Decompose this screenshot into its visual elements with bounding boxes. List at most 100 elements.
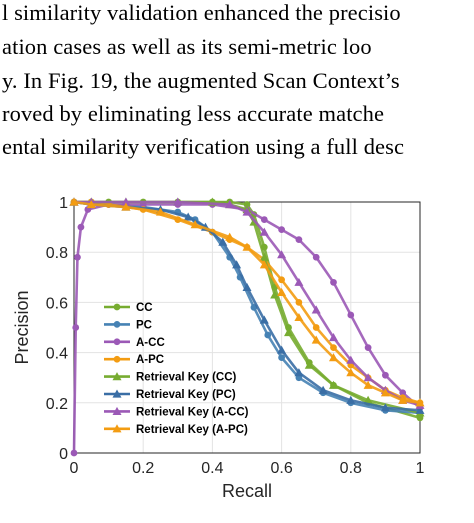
y-tick-label: 0 — [59, 446, 68, 463]
data-point — [330, 278, 337, 286]
data-point — [190, 220, 200, 229]
legend-marker — [113, 321, 121, 328]
series-layer — [69, 197, 425, 457]
data-point — [382, 371, 389, 379]
data-point — [232, 260, 242, 269]
data-point — [259, 227, 269, 236]
legend-label: Retrieval Key (A-PC) — [136, 424, 248, 436]
data-point — [284, 328, 294, 337]
series-line — [74, 200, 421, 407]
data-point — [278, 276, 285, 284]
data-point — [295, 299, 303, 306]
data-point — [225, 232, 235, 241]
data-point — [304, 360, 314, 369]
y-tick-label: 0.6 — [46, 295, 68, 312]
data-point — [399, 389, 407, 397]
legend-marker — [112, 372, 122, 381]
data-point — [156, 207, 165, 216]
data-point — [277, 345, 287, 354]
data-point — [380, 403, 390, 412]
x-tick-label: 0.2 — [132, 460, 154, 477]
legend-item-retrieval-key-pc: Retrieval Key (PC) — [104, 389, 236, 401]
legend-marker — [112, 406, 122, 415]
y-axis-label: Precision — [12, 290, 32, 364]
x-tick-label: 0.4 — [201, 460, 223, 477]
data-point — [259, 260, 269, 269]
x-tick-label: 0 — [70, 460, 79, 477]
legend-item-pc: PC — [104, 319, 152, 331]
data-point — [242, 242, 252, 251]
x-tick-label: 0.6 — [270, 460, 292, 477]
data-point — [86, 200, 96, 209]
data-point — [329, 333, 338, 342]
data-point — [277, 287, 287, 296]
data-point — [312, 253, 320, 261]
data-point — [242, 282, 252, 291]
data-point — [346, 395, 356, 404]
data-point — [363, 373, 373, 382]
legend-item-retrieval-key-cc: Retrieval Key (CC) — [104, 372, 237, 384]
data-point — [270, 290, 280, 299]
data-point — [259, 252, 269, 261]
data-point — [278, 226, 285, 233]
legend-marker — [113, 338, 121, 346]
legend-label: PC — [136, 319, 152, 331]
data-point — [72, 324, 80, 331]
data-point — [242, 207, 252, 216]
tick-labels: 00 0.2 0.2 0.4 0.4 0.6 0.6 0.8 0.8 1 1 — [46, 195, 425, 477]
legend-item-a-cc: A-CC — [104, 337, 165, 349]
data-point — [277, 250, 287, 259]
data-point — [77, 223, 85, 231]
data-point — [415, 405, 425, 414]
legend-label: Retrieval Key (PC) — [136, 389, 236, 401]
series-retrieval-key-a-pc — [69, 197, 425, 407]
y-tick-label: 0.4 — [46, 346, 68, 363]
data-point — [278, 354, 285, 361]
legend-item-cc: CC — [104, 302, 153, 314]
x-tick-label: 0.8 — [340, 460, 362, 477]
legend-label: Retrieval Key (CC) — [136, 372, 237, 384]
data-point — [330, 344, 337, 351]
legend-marker — [112, 424, 122, 433]
data-point — [260, 216, 268, 223]
data-point — [364, 344, 372, 351]
y-tick-label: 1 — [59, 195, 68, 212]
data-point — [121, 197, 131, 206]
data-point — [259, 315, 269, 324]
data-point — [294, 368, 304, 377]
legend-label: A-CC — [136, 337, 165, 349]
data-point — [380, 388, 390, 397]
legend-item-retrieval-key-a-pc: Retrieval Key (A-PC) — [104, 424, 248, 436]
x-axis-label: Recall — [222, 481, 272, 501]
data-point — [183, 212, 193, 221]
y-tick-label: 0.2 — [46, 396, 68, 413]
data-point — [318, 385, 328, 394]
data-point — [346, 355, 356, 364]
data-point — [74, 253, 81, 261]
data-point — [347, 311, 355, 319]
data-point — [218, 237, 228, 246]
legend-label: A-PC — [136, 354, 164, 366]
legend-marker — [113, 303, 121, 311]
legend-label: CC — [136, 302, 153, 314]
data-point — [294, 277, 304, 286]
paragraph-line-2: ation cases as well as its semi-metric l… — [2, 34, 372, 59]
data-point — [329, 380, 338, 389]
paragraph-excerpt: l similarity validation enhanced the pre… — [0, 0, 474, 170]
precision-recall-chart: 00 0.2 0.2 0.4 0.4 0.6 0.6 0.8 0.8 1 1 Recall Prec… — [12, 195, 425, 501]
legend-label: Retrieval Key (A-CC) — [136, 406, 249, 418]
paragraph-line-3: y. In Fig. 19, the augmented Scan Contex… — [2, 68, 400, 93]
data-point — [173, 197, 183, 206]
legend-item-a-pc: A-PC — [104, 354, 164, 366]
data-point — [69, 197, 79, 206]
data-point — [312, 324, 320, 331]
data-point — [294, 312, 304, 322]
legend-marker — [112, 389, 122, 398]
legend-marker — [113, 355, 121, 363]
data-point — [243, 201, 251, 208]
chart-legend: CC PC A-CC A-PC Retrieval Key (CC) Retrieval … — [104, 302, 249, 436]
data-point — [70, 449, 78, 457]
data-point — [329, 353, 338, 362]
data-point — [363, 395, 373, 404]
data-point — [398, 395, 408, 404]
